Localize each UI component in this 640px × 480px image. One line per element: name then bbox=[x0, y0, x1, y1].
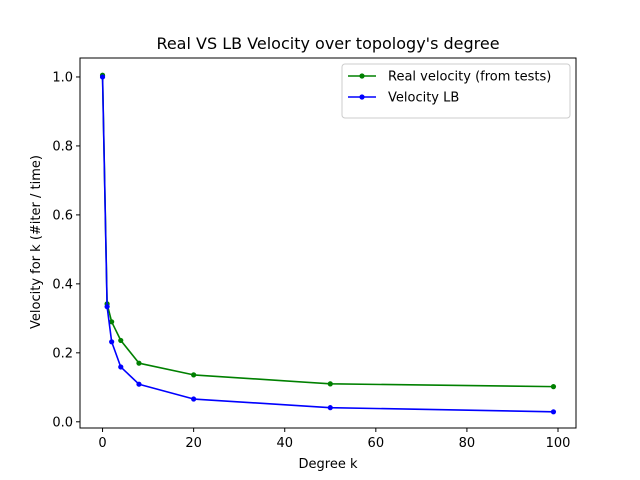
x-tick-label: 80 bbox=[459, 436, 476, 451]
chart-title: Real VS LB Velocity over topology's degr… bbox=[156, 34, 499, 53]
y-tick-label: 0.6 bbox=[52, 208, 73, 223]
series-line-2 bbox=[101, 76, 554, 413]
series-1-point bbox=[327, 381, 333, 387]
legend-swatch-marker bbox=[359, 94, 365, 100]
series-1-point bbox=[136, 360, 142, 366]
x-tick-label: 40 bbox=[276, 436, 293, 451]
x-tick-label: 60 bbox=[368, 436, 385, 451]
series-2-point bbox=[118, 364, 124, 370]
series-2-point bbox=[99, 74, 106, 80]
y-tick-label: 0.2 bbox=[52, 346, 73, 361]
series-1-point bbox=[118, 337, 124, 344]
series-2-point bbox=[104, 304, 110, 310]
x-tick-label: 0 bbox=[98, 436, 106, 451]
series-2-point bbox=[109, 339, 115, 345]
y-tick-label: 1.0 bbox=[52, 70, 73, 85]
y-tick-label: 0.0 bbox=[52, 415, 73, 430]
legend-swatch-marker bbox=[359, 73, 365, 79]
x-tick-label: 20 bbox=[185, 436, 202, 451]
legend-box bbox=[341, 63, 571, 119]
series-1-point bbox=[550, 384, 557, 390]
x-axis-label: Degree k bbox=[299, 457, 358, 472]
series-2-point bbox=[191, 396, 197, 402]
legend: Real velocity (from tests) Velocity LB bbox=[341, 63, 571, 119]
series-2-point bbox=[136, 381, 142, 387]
y-tick-label: 0.8 bbox=[52, 139, 73, 154]
plot-frame bbox=[79, 57, 577, 429]
legend-entry-label: Real velocity (from tests) bbox=[388, 70, 551, 85]
series-1-point bbox=[109, 319, 115, 325]
series-1-point bbox=[191, 372, 197, 378]
y-axis-label: Velocity for k (#iter / time) bbox=[29, 155, 44, 329]
legend-entry-label: Velocity LB bbox=[388, 91, 459, 106]
plot-area: 0 20 40 60 80 100 0.0 0.2 0.4 0.6 0.8 1.0 bbox=[52, 57, 577, 451]
x-tick-label: 100 bbox=[546, 436, 571, 451]
y-tick-label: 0.4 bbox=[52, 277, 73, 292]
series-2-point bbox=[550, 409, 557, 415]
series-line-1 bbox=[101, 75, 554, 388]
series-2-point bbox=[327, 405, 333, 411]
